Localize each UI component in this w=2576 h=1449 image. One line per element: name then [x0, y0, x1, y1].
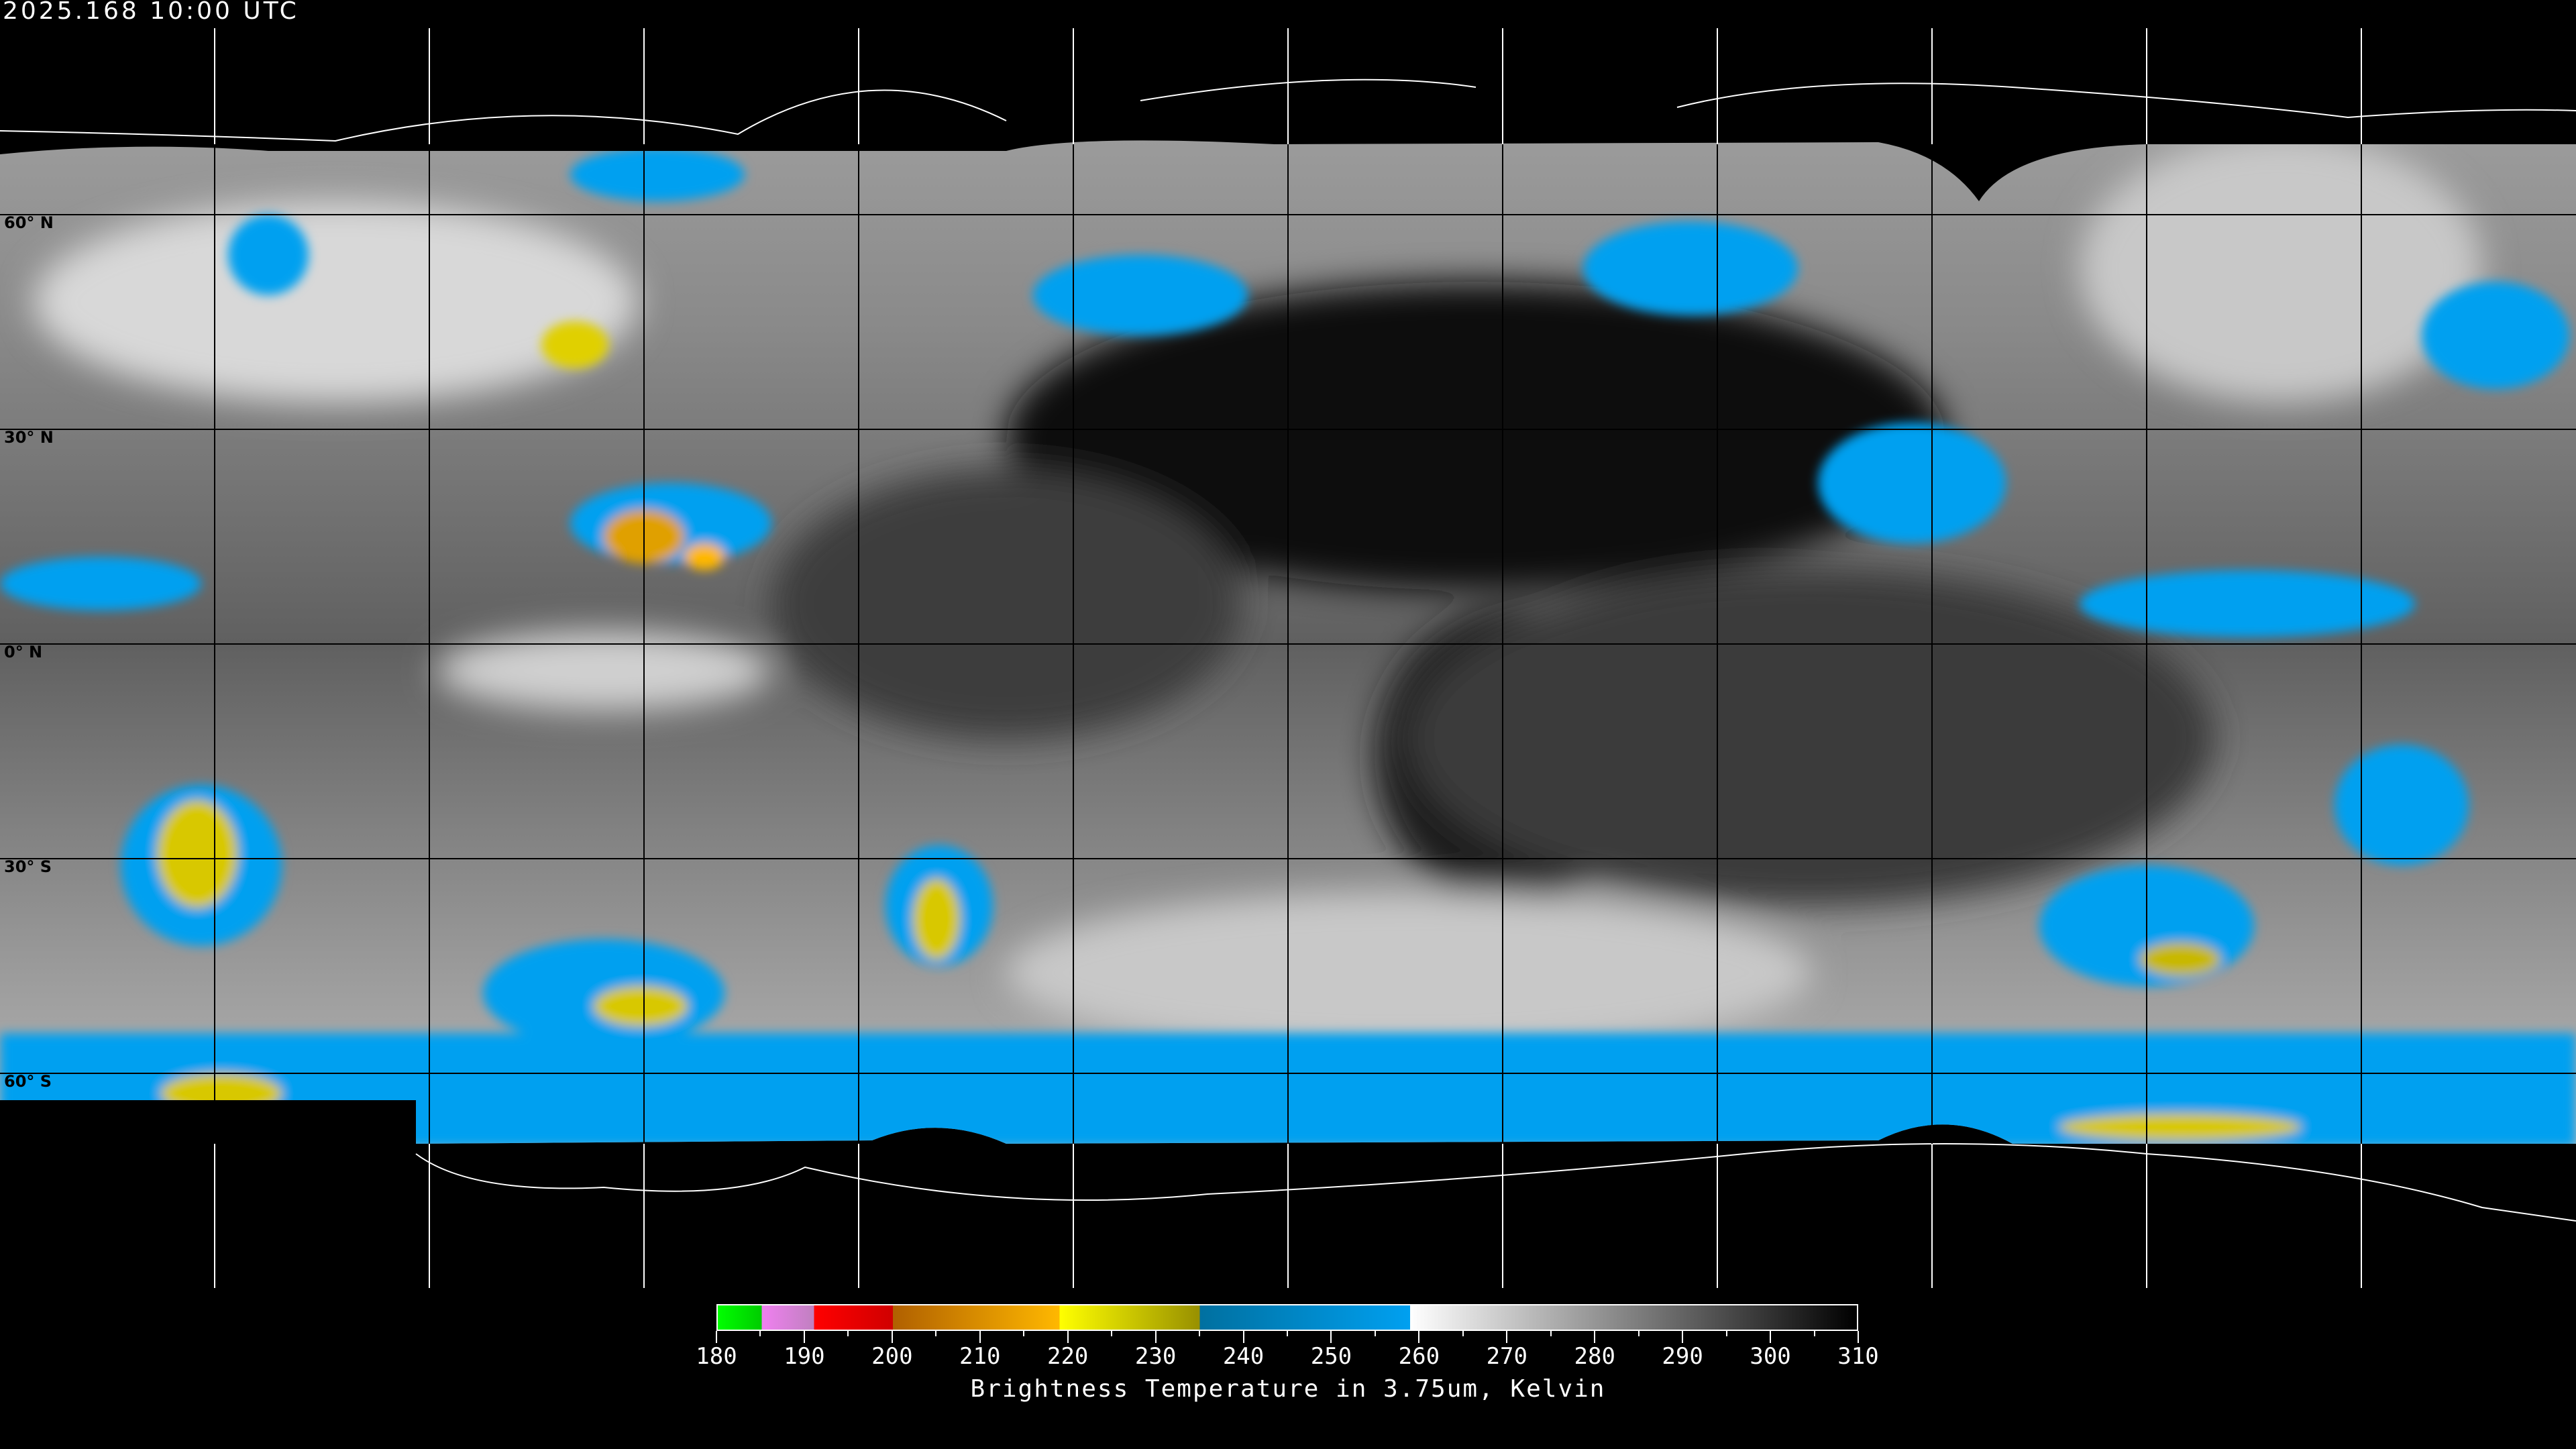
colorbar-title: Brightness Temperature in 3.75um, Kelvin: [970, 1375, 1606, 1403]
colorbar-tick: [1330, 1331, 1332, 1343]
colorbar-tick: [803, 1331, 805, 1343]
colorbar-tick: [935, 1331, 937, 1336]
timestamp: 2025.168 10:00 UTC: [3, 0, 299, 25]
colorbar-tick-label: 270: [1486, 1343, 1528, 1370]
colorbar-tick-label: 220: [1046, 1343, 1089, 1370]
lat-lon-grid: [0, 28, 2576, 1288]
colorbar-tick: [1418, 1331, 1420, 1343]
lat-label-0n: 0° N: [4, 643, 43, 661]
colorbar-tick: [1374, 1331, 1376, 1336]
colorbar-tick-label: 230: [1134, 1343, 1177, 1370]
colorbar-tick: [716, 1331, 717, 1343]
colorbar-tick: [979, 1331, 981, 1343]
colorbar-tick-label: 260: [1398, 1343, 1440, 1370]
colorbar-tick-label: 180: [696, 1343, 737, 1370]
colorbar-tick-label: 280: [1574, 1343, 1615, 1370]
colorbar-tick-label: 300: [1750, 1343, 1791, 1370]
colorbar-tick-label: 290: [1662, 1343, 1703, 1370]
colorbar-tick-label: 190: [784, 1343, 825, 1370]
colorbar-tick: [1506, 1331, 1508, 1343]
colorbar-tick: [1770, 1331, 1772, 1343]
colorbar: [716, 1304, 1858, 1331]
colorbar-tick: [1287, 1331, 1288, 1336]
colorbar-tick-label: 240: [1222, 1343, 1265, 1370]
colorbar-tick: [1725, 1331, 1727, 1336]
lat-label-30n: 30° N: [4, 428, 54, 447]
colorbar-tick: [1199, 1331, 1201, 1336]
colorbar-tick-label: 200: [871, 1343, 913, 1370]
colorbar-ticks: 180 190 200 210 220 230 240 250 260 270 280 290 300 3…: [696, 1331, 1879, 1398]
colorbar-tick: [759, 1331, 761, 1336]
colorbar-tick: [1682, 1331, 1684, 1343]
lat-label-30s: 30° S: [4, 857, 52, 876]
colorbar-tick: [1594, 1331, 1596, 1343]
colorbar-tick: [1155, 1331, 1157, 1343]
colorbar-tick: [847, 1331, 849, 1336]
lat-label-60n: 60° N: [4, 213, 54, 232]
colorbar-tick: [1067, 1331, 1069, 1343]
colorbar-tick-label: 310: [1837, 1343, 1879, 1370]
colorbar-tick: [891, 1331, 893, 1343]
colorbar-tick: [1023, 1331, 1025, 1336]
colorbar-tick-label: 210: [959, 1343, 1001, 1370]
colorbar-tick: [1111, 1331, 1113, 1336]
colorbar-tick-label: 250: [1310, 1343, 1352, 1370]
colorbar-tick: [1462, 1331, 1464, 1336]
satellite-map: [0, 28, 2576, 1288]
colorbar-tick: [1813, 1331, 1815, 1336]
colorbar-tick: [1638, 1331, 1640, 1336]
colorbar-tick: [1550, 1331, 1552, 1336]
lat-label-60s: 60° S: [4, 1072, 52, 1091]
colorbar-tick: [1242, 1331, 1244, 1343]
colorbar-tick: [1858, 1331, 1859, 1343]
